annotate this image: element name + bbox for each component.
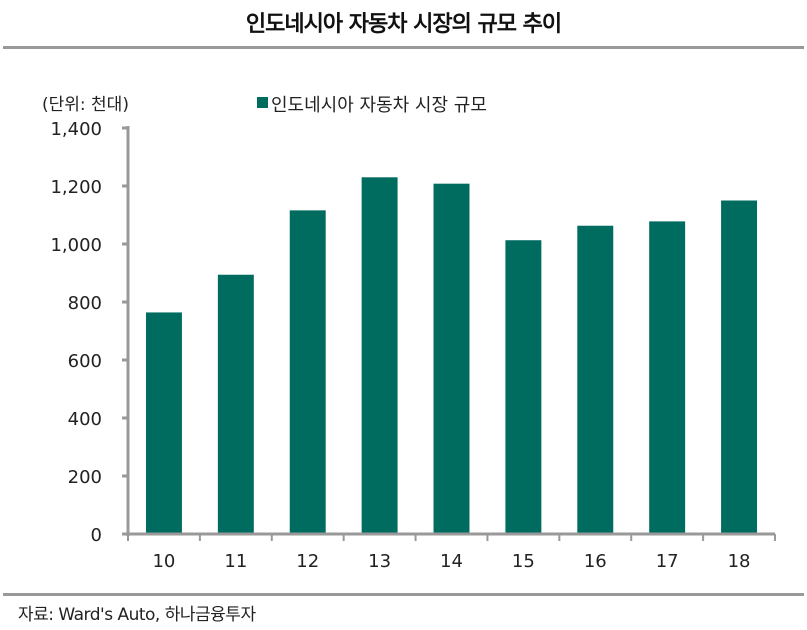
- x-tick-label: 16: [584, 551, 607, 572]
- x-tick-label: 11: [224, 551, 247, 572]
- x-tick-label: 18: [728, 551, 751, 572]
- unit-label: (단위: 천대): [42, 95, 129, 115]
- legend-label: 인도네시아 자동차 시장 규모: [271, 95, 487, 116]
- x-tick-label: 10: [152, 551, 175, 572]
- y-tick-label: 800: [68, 293, 102, 314]
- x-tick-label: 12: [296, 551, 319, 572]
- y-tick-label: 0: [91, 525, 102, 546]
- bar-15: [505, 240, 542, 535]
- y-tick-label: 1,000: [50, 235, 102, 256]
- bar-16: [577, 225, 614, 535]
- y-tick-label: 1,200: [50, 177, 102, 198]
- bar-10: [145, 312, 182, 534]
- y-axis: 0 200 400 600 800 1,000 1,200 1,400: [50, 119, 130, 546]
- legend-swatch: [257, 97, 268, 108]
- bar-14: [433, 183, 470, 534]
- footer-divider: [3, 593, 804, 596]
- x-tick-label: 14: [440, 551, 463, 572]
- bars: [145, 177, 758, 535]
- x-tick-label: 13: [368, 551, 391, 572]
- x-tick-label: 15: [512, 551, 535, 572]
- bar-18: [721, 200, 758, 534]
- x-tick-label: 17: [656, 551, 679, 572]
- y-tick-label: 200: [68, 467, 102, 488]
- bar-13: [361, 177, 398, 535]
- x-axis: 10 11 12 13 14 15 16 17 18: [122, 532, 776, 572]
- bar-11: [217, 274, 254, 534]
- bar-17: [649, 221, 686, 534]
- chart-title: 인도네시아 자동차 시장의 규모 추이: [245, 12, 562, 37]
- y-tick-label: 600: [68, 351, 102, 372]
- title-divider: [3, 46, 804, 49]
- y-tick-label: 1,400: [50, 119, 102, 140]
- bar-12: [289, 210, 326, 535]
- source-note: 자료: Ward's Auto, 하나금융투자: [18, 605, 256, 625]
- y-tick-label: 400: [68, 409, 102, 430]
